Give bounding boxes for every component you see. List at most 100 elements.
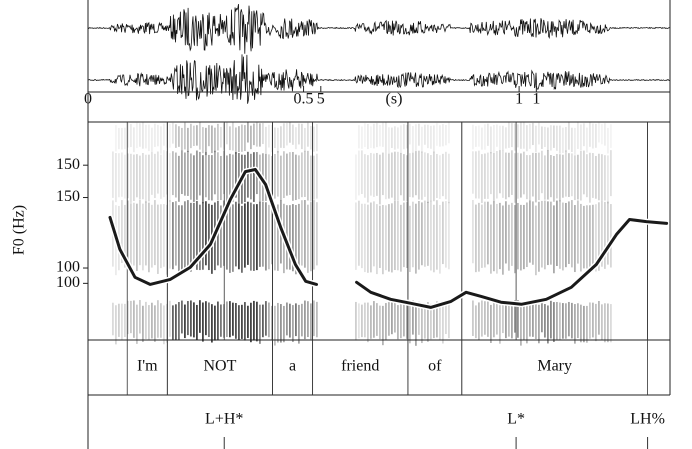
spectrogram-cell [115,125,117,152]
spectrogram-cell [373,201,375,267]
spectrogram-cell [199,300,201,333]
spectrogram-cell [574,205,576,273]
spectrogram-cell [595,303,597,342]
spectrogram-cell [508,122,510,148]
spectrogram-cell [472,151,474,194]
spectrogram-cell [571,153,573,197]
spectrogram-cell [418,301,420,335]
spectrogram-cell [406,201,408,268]
spectrogram-cell [415,305,417,346]
spectrogram-cell [166,303,168,343]
spectrogram-cell [436,153,438,199]
spectrogram-cell [520,153,522,198]
spectrogram-cell [364,203,366,273]
spectrogram-cell [256,204,258,271]
spectrogram-cell [547,201,549,266]
spectrogram-cell [445,151,447,200]
spectrogram-cell [412,201,414,268]
spectrogram-cell [601,154,603,201]
spectrogram-cell [529,123,531,149]
spectrogram-cell [481,300,483,337]
word-label: I'm [137,358,158,375]
spectrogram-cell [358,200,360,266]
spectrogram-cell [247,305,249,338]
spectrogram-cell [190,300,192,337]
word-label: NOT [203,358,236,375]
waveform [87,4,670,104]
spectrogram-cell [493,152,495,203]
spectrogram-cell [253,123,255,146]
spectrogram-cell [214,127,216,153]
y2-tick-label: 150 [56,156,80,173]
spectrogram-cell [496,203,498,274]
spectrogram-cell [205,151,207,198]
spectrogram-cell [571,302,573,339]
spectrogram-cell [259,304,261,344]
spectrogram-cell [484,301,486,335]
spectrogram-cell [220,304,222,337]
spectrogram-cell [442,304,444,344]
spectrogram-cell [412,152,414,198]
spectrogram-cell [388,153,390,199]
spectrogram-cell [118,153,120,198]
spectrogram-cell [538,122,540,145]
spectrogram-cell [478,125,480,147]
spectrogram-cell [256,301,258,342]
spectrogram-cell [391,203,393,273]
spectrogram-cell [364,123,366,148]
spectrogram-cell [544,200,546,270]
spectrogram-cell [418,150,420,200]
spectrogram-cell [148,154,150,202]
spectrogram-cell [280,126,282,148]
spectrogram-cell [355,301,357,341]
spectrogram-cell [145,301,147,339]
spectrogram-cell [199,151,201,196]
spectrogram-cell [181,300,183,334]
spectrogram-cell [445,300,447,334]
spectrogram-cell [406,303,408,339]
spectrogram-cell [229,153,231,203]
spectrogram-cell [511,304,513,339]
spectrogram-cell [226,122,228,145]
spectrogram-cell [358,303,360,339]
spectrogram-cell [493,124,495,153]
spectrogram-cell [382,122,384,147]
spectrogram-cell [271,201,273,265]
spectrogram-cell [247,151,249,198]
y-tick-label: 150 [56,188,80,205]
spectrogram-cell [535,152,537,203]
spectrogram-cell [523,304,525,340]
spectrogram-cell [544,155,546,200]
spectrogram-cell [127,153,129,199]
spectrogram-cell [487,152,489,199]
spectrogram-cell [172,122,174,144]
spectrogram-cell [409,123,411,145]
spectrogram-cell [523,151,525,195]
spectrogram-cell [448,153,450,204]
spectrogram-cell [127,122,129,148]
spectrogram-cell [505,152,507,200]
spectrogram-cell [496,124,498,147]
spectrogram-cell [586,205,588,269]
spectrogram-cell [583,123,585,147]
spectrogram-cell [379,305,381,340]
spectrogram-cell [565,303,567,339]
y2-tick-label: 100 [56,259,80,276]
spectrogram-cell [139,200,141,266]
spectrogram [112,122,612,346]
spectrogram-cell [610,204,612,268]
spectrogram-cell [505,127,507,149]
spectrogram-cell [304,200,306,268]
spectrogram-cell [265,202,267,271]
spectrogram-cell [448,201,450,270]
spectrogram-cell [388,302,390,336]
spectrogram-cell [577,122,579,149]
spectrogram-cell [280,155,282,201]
spectrogram-cell [556,125,558,151]
spectrogram-cell [499,305,501,344]
spectrogram-cell [271,305,273,341]
spectrogram-cell [391,127,393,148]
spectrogram-cell [580,150,582,201]
spectrogram-cell [502,300,504,334]
spectrogram-cell [478,202,480,272]
